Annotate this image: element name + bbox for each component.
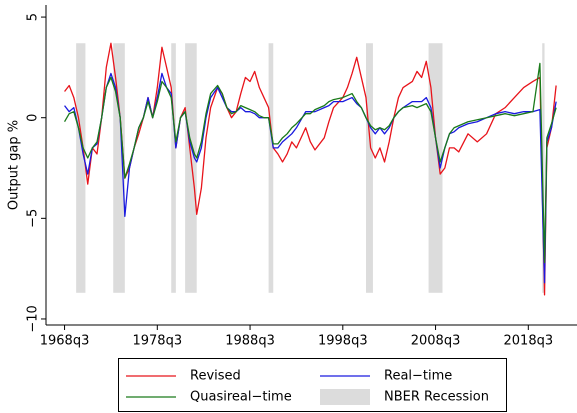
- legend-swatch: [320, 389, 370, 405]
- y-tick-label: 0: [26, 114, 41, 122]
- x-tick-label: 1978q3: [132, 334, 182, 349]
- recession-band: [268, 43, 274, 293]
- x-tick-label: 2018q3: [504, 334, 554, 349]
- series-line: [63, 62, 557, 264]
- recession-band: [185, 43, 197, 293]
- recession-band: [365, 43, 373, 293]
- legend-label: Revised: [190, 369, 241, 384]
- series-line: [64, 42, 557, 296]
- y-axis-label: Output gap %: [7, 120, 22, 210]
- x-tick-label: 1998q3: [318, 334, 368, 349]
- series-line: [64, 72, 557, 284]
- recession-band: [76, 43, 86, 293]
- x-tick-label: 2008q3: [411, 334, 461, 349]
- y-tick-label: −10: [26, 305, 41, 332]
- x-tick-label: 1988q3: [225, 334, 275, 349]
- legend-label: Real−time: [384, 369, 452, 384]
- legend-label: Quasireal−time: [190, 390, 292, 405]
- recession-band: [113, 43, 125, 293]
- legend-label: NBER Recession: [384, 390, 489, 405]
- legend-box: [118, 358, 507, 412]
- recession-band: [171, 43, 176, 293]
- y-tick-label: 5: [26, 13, 41, 21]
- y-tick-label: −5: [26, 209, 41, 228]
- x-tick-label: 1968q3: [40, 334, 90, 349]
- recession-band: [542, 43, 545, 293]
